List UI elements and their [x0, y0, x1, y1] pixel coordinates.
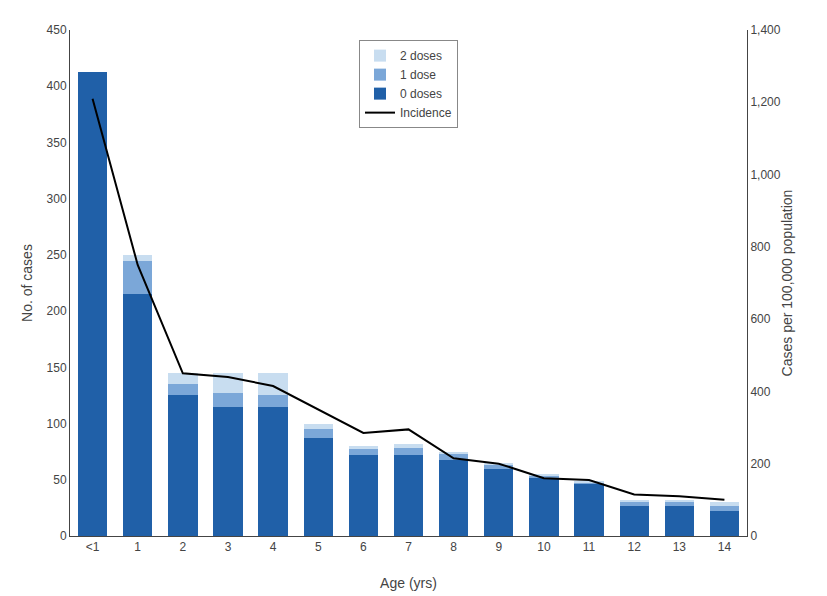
svg-text:4: 4: [270, 540, 277, 554]
svg-text:14: 14: [718, 540, 732, 554]
svg-text:150: 150: [47, 361, 67, 375]
svg-text:11: 11: [583, 540, 596, 554]
svg-text:2: 2: [179, 540, 186, 554]
svg-text:<1: <1: [86, 540, 100, 554]
svg-text:Cases per 100,000 population: Cases per 100,000 population: [779, 190, 795, 377]
svg-text:9: 9: [495, 540, 502, 554]
svg-text:450: 450: [47, 23, 67, 37]
svg-text:2 doses: 2 doses: [400, 49, 442, 63]
svg-text:200: 200: [47, 304, 67, 318]
svg-text:10: 10: [537, 540, 551, 554]
svg-text:Age (yrs): Age (yrs): [380, 575, 437, 591]
svg-text:1: 1: [134, 540, 141, 554]
svg-text:600: 600: [750, 312, 770, 326]
svg-text:400: 400: [750, 385, 770, 399]
svg-text:0 doses: 0 doses: [400, 87, 442, 101]
svg-text:400: 400: [47, 79, 67, 93]
svg-text:6: 6: [360, 540, 367, 554]
svg-text:5: 5: [315, 540, 322, 554]
svg-text:300: 300: [47, 192, 67, 206]
svg-text:250: 250: [47, 248, 67, 262]
svg-text:200: 200: [750, 457, 770, 471]
svg-text:1,200: 1,200: [750, 95, 780, 109]
svg-text:8: 8: [450, 540, 457, 554]
svg-text:350: 350: [47, 136, 67, 150]
svg-text:0: 0: [60, 529, 67, 543]
svg-text:1,000: 1,000: [750, 168, 780, 182]
svg-text:100: 100: [47, 417, 67, 431]
svg-text:7: 7: [405, 540, 412, 554]
svg-text:0: 0: [750, 529, 757, 543]
svg-text:3: 3: [225, 540, 232, 554]
svg-text:50: 50: [53, 473, 67, 487]
svg-text:No. of cases: No. of cases: [19, 244, 35, 322]
svg-text:1 dose: 1 dose: [400, 68, 436, 82]
svg-text:800: 800: [750, 240, 770, 254]
svg-text:1,400: 1,400: [750, 23, 780, 37]
svg-text:12: 12: [627, 540, 641, 554]
svg-text:Incidence: Incidence: [400, 106, 452, 120]
svg-text:13: 13: [673, 540, 687, 554]
